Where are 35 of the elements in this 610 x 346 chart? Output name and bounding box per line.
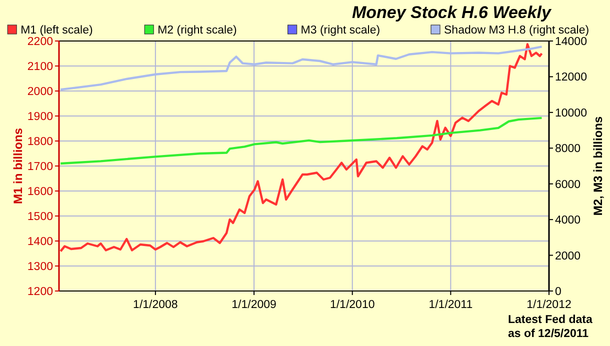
y2-tick-label: 10000 xyxy=(555,107,587,120)
x-tick-label: 1/1/2012 xyxy=(526,299,572,311)
y2-tick-label: 14000 xyxy=(555,36,587,48)
y2-tick-label: 4000 xyxy=(555,214,581,227)
y2-tick-label: 6000 xyxy=(555,178,581,191)
x-tick-label: 1/1/2011 xyxy=(428,299,473,311)
y2-tick-label: 12000 xyxy=(555,72,587,84)
text: Latest Fed data as of 12/5/2011 xyxy=(508,314,593,340)
line-series xyxy=(60,46,543,91)
y2-tick-label: 2000 xyxy=(555,250,581,262)
chart-title: Money Stock H.6 Weekly xyxy=(352,3,553,22)
x-tick-label: 1/1/2010 xyxy=(330,299,375,311)
y-tick-label: 1500 xyxy=(27,211,53,223)
legend-label: M3 (right scale) xyxy=(300,24,380,36)
y-tick-label: 1900 xyxy=(27,111,53,123)
x-tick-label: 1/1/2008 xyxy=(133,299,178,311)
x-tick-label: 1/1/2009 xyxy=(232,299,276,311)
y-tick-label: 2000 xyxy=(27,86,53,98)
y-tick-label: 1800 xyxy=(27,136,53,148)
y-axis-title: M1 in billions xyxy=(11,128,25,204)
legend-label: M1 (left scale) xyxy=(20,24,93,36)
y-tick-label: 1700 xyxy=(27,161,53,173)
line-series xyxy=(60,116,543,165)
y-tick-label: 1400 xyxy=(27,236,53,248)
y-tick-label: 1200 xyxy=(27,286,53,298)
y-tick-label: 2200 xyxy=(27,36,53,48)
y2-axis-title: M2, M3 in billions xyxy=(591,116,605,216)
y-tick-label: 1300 xyxy=(27,261,53,273)
legend-label: M2 (right scale) xyxy=(158,24,238,36)
y2-tick-label: 8000 xyxy=(555,143,581,156)
y2-tick-label: 0 xyxy=(555,286,562,298)
y-tick-label: 1600 xyxy=(27,186,53,198)
line-series xyxy=(60,43,543,252)
y-tick-label: 2100 xyxy=(27,61,53,73)
legend-label: Shadow M3 H.8 (right scale) xyxy=(444,24,590,36)
